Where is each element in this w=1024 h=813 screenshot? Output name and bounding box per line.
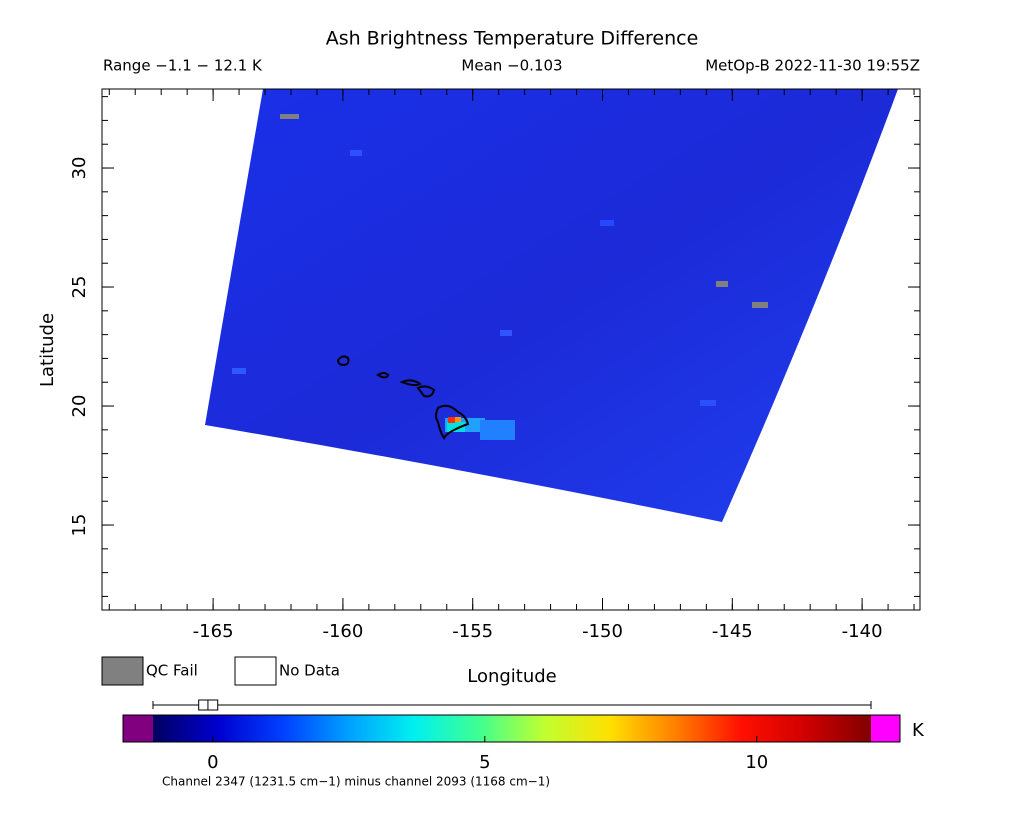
y-tick-label: 15 <box>69 514 90 537</box>
x-tick-label: -155 <box>452 621 493 642</box>
x-tick-label: -160 <box>322 621 363 642</box>
x-tick-label: -165 <box>193 621 234 642</box>
pixel <box>700 400 716 406</box>
axes: -165 -160 -155 -150 -145 -140 15 20 25 30 <box>69 89 920 642</box>
chart-title: Ash Brightness Temperature Difference <box>326 28 699 50</box>
mean-label: Mean −0.103 <box>461 57 562 75</box>
qc-fail-pixel <box>752 302 768 308</box>
pixel <box>480 420 515 440</box>
colorbar <box>153 715 871 742</box>
x-axis-label: Longitude <box>467 666 557 687</box>
pixel <box>232 368 246 374</box>
qc-fail-pixel <box>280 114 299 119</box>
island <box>376 372 390 379</box>
island <box>336 355 350 367</box>
colorbar-unit: K <box>912 720 925 741</box>
x-tick-label: -145 <box>712 621 753 642</box>
legend-label: QC Fail <box>146 662 198 680</box>
y-tick-label: 20 <box>69 395 90 418</box>
colorbar-tick-label: 0 <box>207 752 218 773</box>
colorbar-over <box>871 715 900 742</box>
satellite-label: MetOp-B 2022-11-30 19:55Z <box>705 57 920 75</box>
colorbar-under <box>123 715 153 742</box>
swath <box>205 89 898 522</box>
pixel <box>448 417 455 423</box>
colorbar-tick-label: 10 <box>745 752 768 773</box>
legend-swatch <box>234 656 277 686</box>
pixel <box>455 417 461 422</box>
colorbar-tick-label: 5 <box>479 752 490 773</box>
island <box>435 404 470 440</box>
coastline <box>336 355 470 440</box>
y-tick-label: 25 <box>69 276 90 299</box>
island <box>399 379 422 387</box>
x-tick-label: -150 <box>582 621 623 642</box>
pixel <box>447 422 465 432</box>
pixel <box>500 330 512 336</box>
island <box>416 385 436 398</box>
pixel <box>600 220 614 226</box>
x-tick-label: -140 <box>842 621 883 642</box>
y-axis-label: Latitude <box>37 313 58 387</box>
range-label: Range −1.1 − 12.1 K <box>103 57 263 75</box>
legend-swatch <box>101 656 144 686</box>
colorbar-label: Channel 2347 (1231.5 cm−1) minus channel… <box>162 775 550 789</box>
legend-label: No Data <box>279 662 340 680</box>
plot-frame <box>101 88 921 611</box>
pixel <box>350 150 362 156</box>
colorbar-frame <box>122 714 901 743</box>
swath-area <box>205 89 898 522</box>
qc-fail-pixel <box>716 281 728 287</box>
y-tick-label: 30 <box>69 157 90 180</box>
